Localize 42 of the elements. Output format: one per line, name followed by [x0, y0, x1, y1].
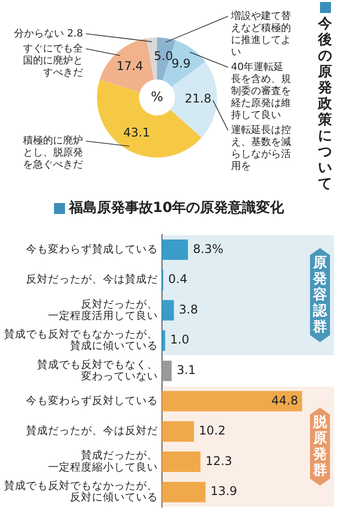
data-label: 3.8 — [178, 302, 198, 316]
slice-label: 分からない 2.8 — [14, 27, 83, 40]
data-label: 17.4 — [116, 58, 144, 73]
bar — [162, 300, 174, 321]
data-label: 12.3 — [205, 454, 232, 468]
data-label: 21.8 — [184, 92, 212, 106]
y-tick-label: 今も変わらず反対している — [26, 394, 158, 407]
y-tick-label: 賛成でも反対でもなかったが、反対に傾いている — [4, 479, 158, 504]
data-label: 10.2 — [198, 424, 226, 438]
band-label: 原発容認群 — [312, 254, 328, 335]
bar — [162, 239, 188, 260]
y-tick-label: 反対だったが、一定程度活用して良い — [48, 297, 158, 322]
chart-title: 福島原発事故10年の原発意識変化 — [68, 199, 284, 217]
slice-label: すぐにでも全国的に廃炉とすべきだ — [23, 42, 83, 78]
bar — [162, 421, 194, 442]
data-label: 5.0 — [154, 49, 173, 64]
y-tick-label: 賛成だったが、今は反対だ — [26, 424, 158, 438]
y-tick-label: 賛成だったが、一定程度縮小して良い — [48, 448, 158, 474]
data-label: 44.8 — [271, 393, 298, 408]
bar — [162, 360, 172, 382]
bar — [162, 452, 200, 472]
slice-label: 積極的に廃炉とし、脱原発を急ぐべきだ — [23, 134, 83, 171]
data-label: 13.9 — [210, 484, 238, 498]
band-label: 脱原発群 — [312, 414, 328, 478]
y-tick-label: 賛成でも反対でもなく、変わっていない — [37, 358, 158, 382]
slice-label: 運転延長は控え、基数を減らしながら活用を — [231, 124, 291, 172]
data-label: 8.3% — [192, 242, 224, 256]
y-tick-label: 賛成でも反対でもなかったが、賛成に傾いている — [4, 328, 158, 352]
data-label: 9.9 — [172, 56, 191, 70]
text: % — [150, 90, 164, 105]
data-label: 3.1 — [176, 363, 196, 378]
data-label: 0.4 — [168, 272, 188, 286]
slice-label: 40年運転延長を含め、規制委の審査を経た原発は維持して良い — [230, 60, 291, 121]
data-label: 43.1 — [123, 125, 150, 140]
chart-title: 今後の原発政策について — [318, 16, 332, 192]
y-tick-label: 今も変わらず賛成している — [26, 242, 158, 256]
bar — [162, 330, 166, 351]
y-tick-label: 反対だったが、今は賛成だ — [26, 272, 158, 286]
bar — [162, 482, 206, 502]
data-label: 1.0 — [170, 332, 190, 347]
slice-label: 増設や建て替えなど積極的に推進してよい — [230, 10, 291, 58]
bar — [162, 390, 302, 412]
